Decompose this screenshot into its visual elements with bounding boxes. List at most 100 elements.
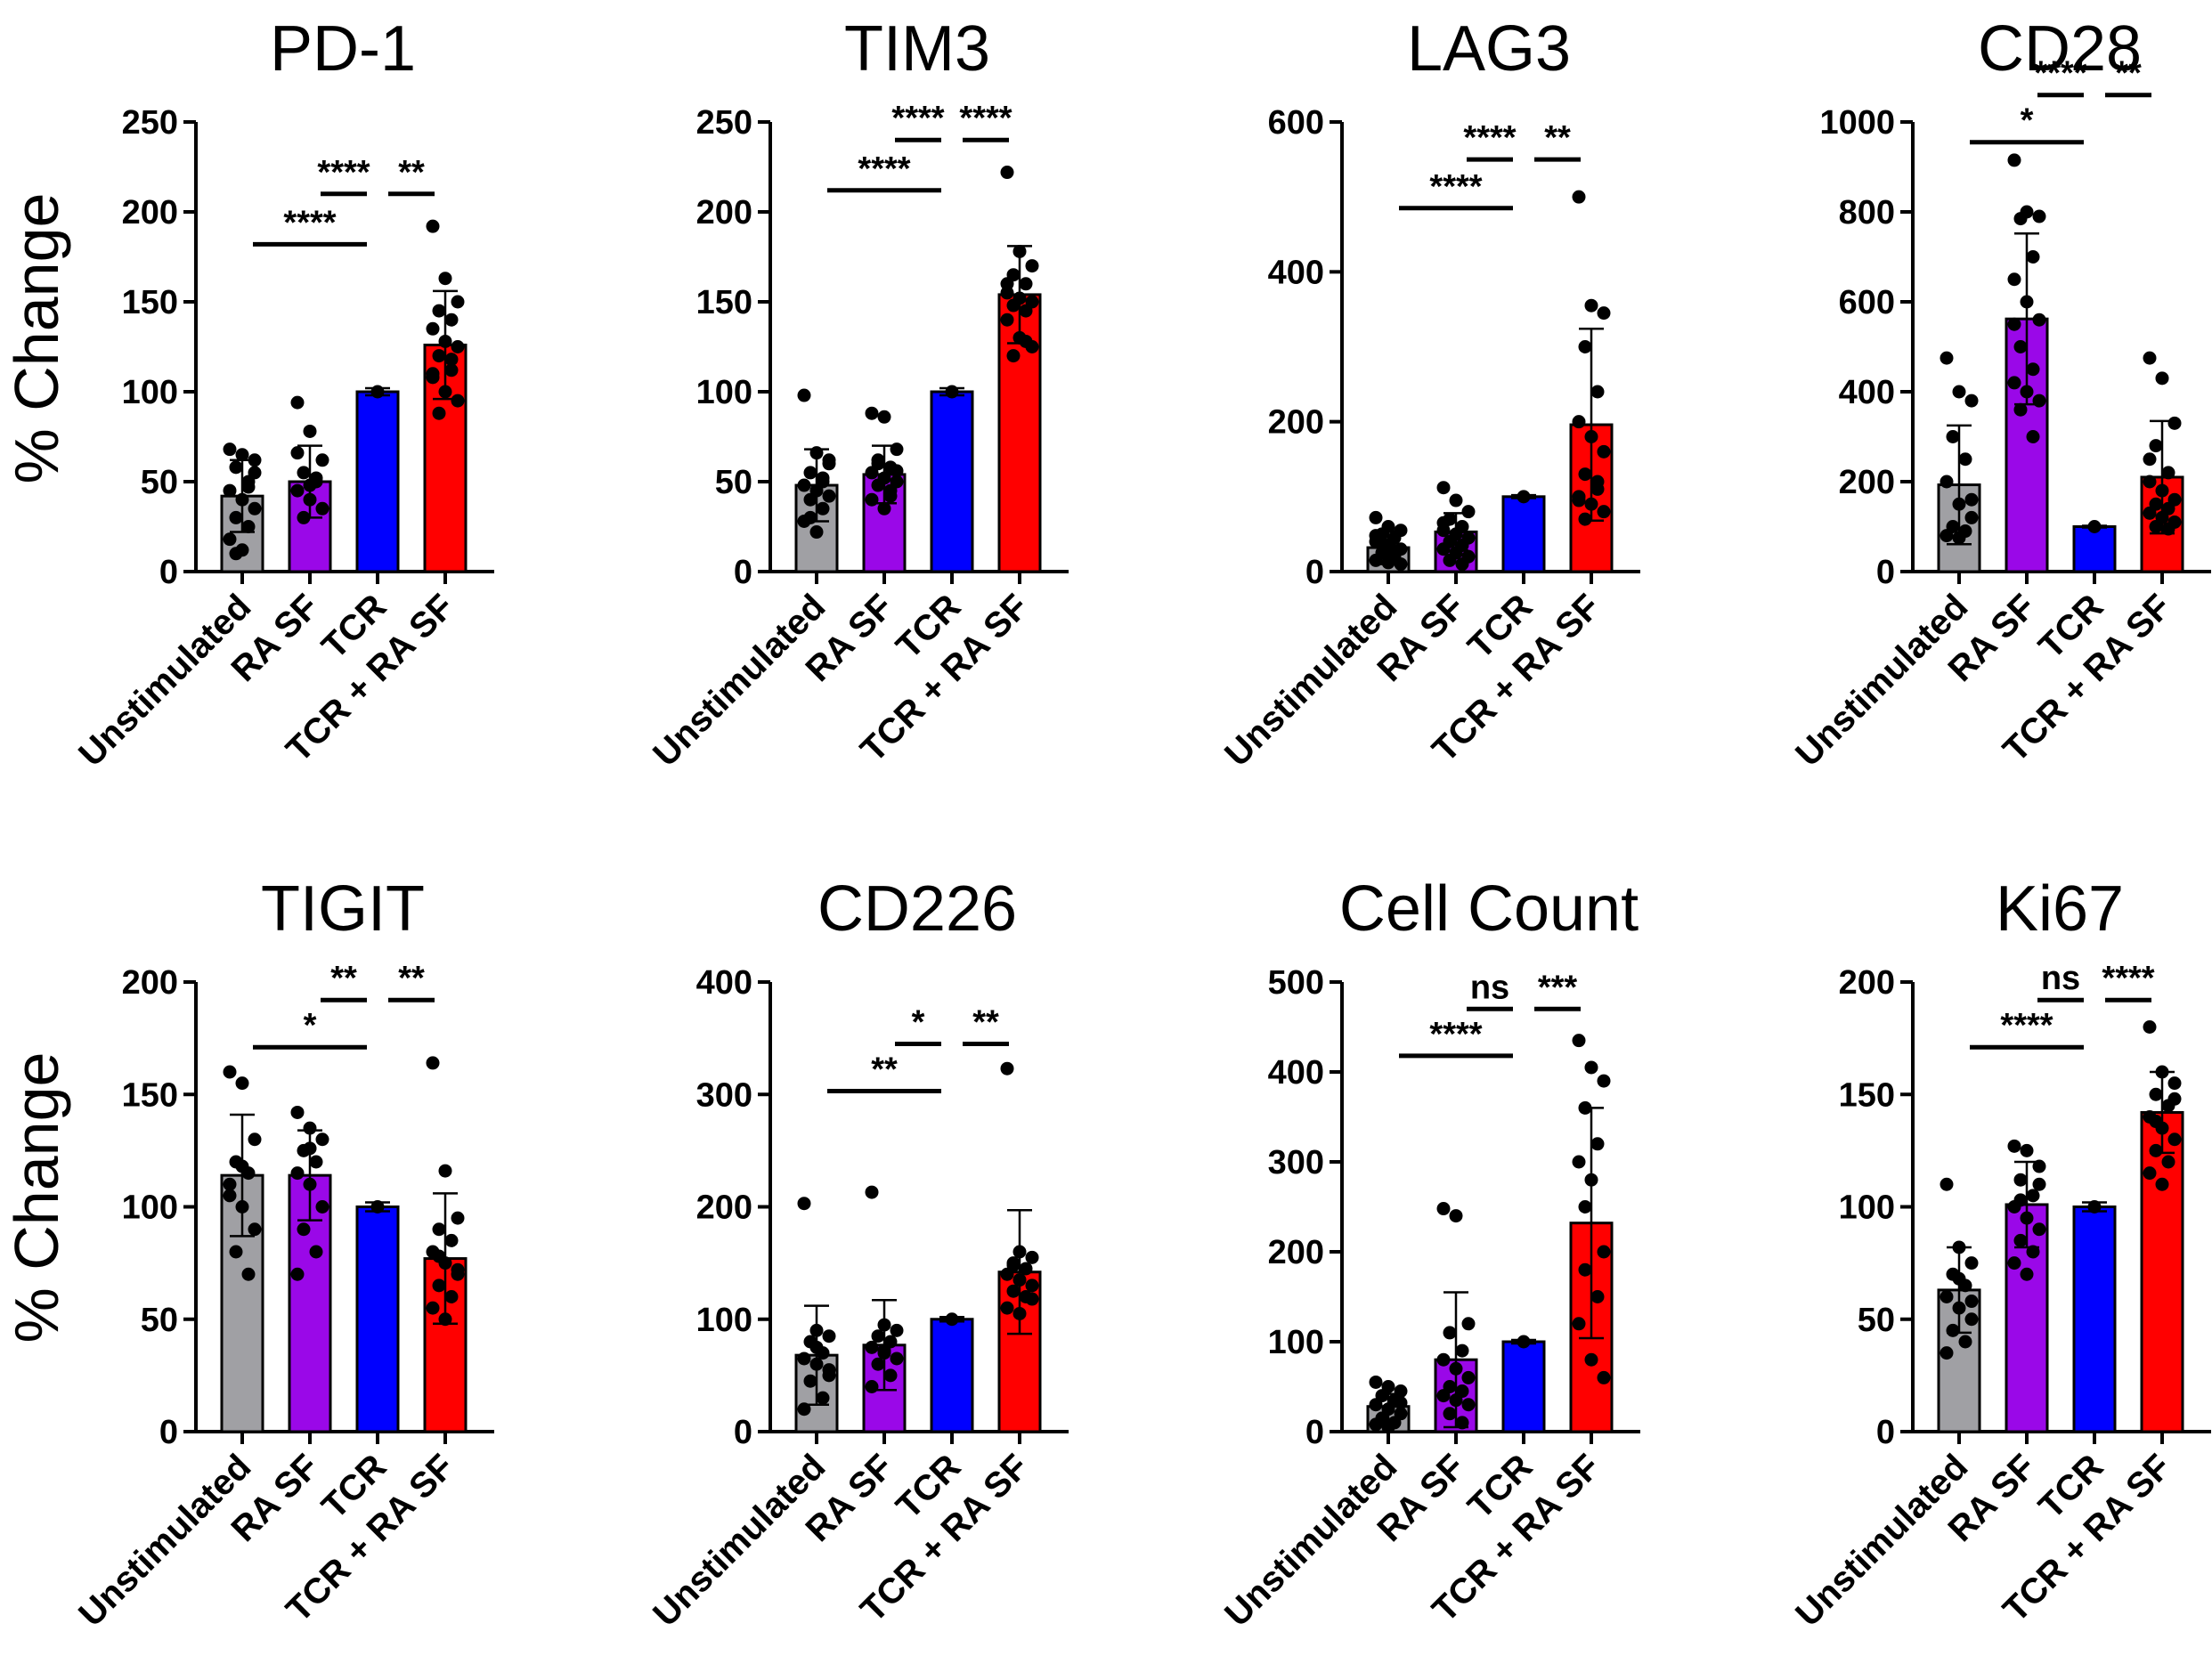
data-point: [1369, 1398, 1383, 1412]
significance-label: ****: [858, 150, 910, 188]
data-point: [451, 295, 465, 309]
category-label: Unstimulated: [646, 1447, 833, 1634]
significance-label: **: [398, 154, 425, 191]
data-point: [1952, 385, 1966, 399]
data-point: [1461, 1370, 1476, 1384]
data-point: [2149, 1115, 2163, 1129]
data-point: [426, 321, 440, 336]
significance-label: **: [330, 960, 357, 997]
data-point: [1964, 492, 1979, 507]
data-point: [2013, 1173, 2028, 1187]
data-point: [432, 1222, 446, 1237]
data-point: [871, 1357, 885, 1371]
data-point: [1597, 1074, 1611, 1088]
significance-label: **: [398, 960, 425, 997]
data-point: [797, 1402, 811, 1417]
data-point: [451, 394, 465, 408]
data-point: [444, 1290, 459, 1303]
y-tick-label: 100: [696, 374, 752, 411]
data-point: [426, 370, 440, 385]
data-point: [890, 1323, 904, 1337]
bar-tcr-ra-sf: [2140, 1110, 2184, 1433]
data-point: [1578, 1200, 1592, 1214]
data-point: [871, 457, 885, 471]
data-point: [883, 489, 898, 503]
data-point: [1572, 1317, 1586, 1331]
significance-label: **: [972, 1003, 999, 1041]
y-tick-label: 250: [696, 104, 752, 142]
data-point: [1940, 529, 1954, 543]
category-label: Unstimulated: [1217, 587, 1404, 774]
data-point: [1436, 481, 1451, 495]
data-point: [1940, 475, 1954, 489]
y-tick-label: 150: [1839, 1076, 1895, 1114]
data-point: [229, 547, 243, 561]
significance-label: **: [871, 1051, 898, 1088]
data-point: [290, 1105, 305, 1119]
data-point: [241, 480, 256, 494]
data-point: [1006, 298, 1021, 313]
category-label: Unstimulated: [71, 1447, 258, 1634]
data-point: [2155, 1177, 2169, 1191]
y-tick-label: 300: [1268, 1144, 1324, 1181]
significance-label: *: [2021, 102, 2034, 140]
data-point: [871, 478, 885, 492]
y-tick-label: 50: [715, 464, 752, 501]
significance-label: ****: [1463, 119, 1516, 157]
data-point: [444, 1233, 459, 1247]
category-label: Unstimulated: [1788, 587, 1975, 774]
panel-title: CD226: [817, 873, 1017, 945]
data-point: [444, 353, 459, 367]
data-point: [223, 1177, 237, 1191]
row2-y-axis-label: % Change: [2, 1052, 71, 1343]
bar-tcr: [1501, 495, 1546, 573]
data-point: [2026, 250, 2040, 264]
data-point: [883, 1368, 898, 1383]
y-tick-label: 600: [1268, 104, 1324, 142]
data-point: [865, 1340, 879, 1354]
y-tick-label: 0: [1876, 554, 1895, 591]
y-tick-label: 100: [1268, 1324, 1324, 1361]
y-tick-label: 200: [122, 964, 178, 1002]
y-tick-label: 0: [734, 1414, 752, 1451]
significance-label: ****: [2034, 55, 2086, 93]
panel-title: Ki67: [1996, 873, 2124, 945]
data-point: [816, 501, 830, 515]
data-point: [426, 1301, 440, 1315]
data-point: [1940, 1290, 1954, 1303]
significance-label: ****: [1429, 1016, 1482, 1053]
data-point: [1019, 334, 1033, 348]
data-point: [2013, 212, 2028, 226]
data-point: [797, 1352, 811, 1366]
data-point: [797, 388, 811, 402]
data-point: [1572, 190, 1586, 204]
data-point: [1436, 542, 1451, 556]
data-point: [1000, 277, 1014, 291]
data-point: [1394, 1396, 1408, 1410]
y-tick-label: 200: [1268, 1234, 1324, 1271]
data-point: [1006, 1284, 1021, 1298]
panel-title: LAG3: [1407, 13, 1571, 85]
data-point: [1590, 385, 1605, 399]
y-tick-label: 150: [696, 284, 752, 321]
y-tick-label: 200: [1268, 404, 1324, 442]
data-point: [309, 1245, 323, 1259]
data-point: [223, 1065, 237, 1079]
data-point: [2032, 1177, 2046, 1191]
data-point: [1578, 467, 1592, 482]
data-point: [2007, 317, 2021, 331]
data-point: [2007, 1256, 2021, 1270]
data-point: [2149, 1143, 2163, 1157]
data-point: [816, 471, 830, 485]
data-point: [1025, 1279, 1039, 1293]
data-point: [2149, 439, 2163, 453]
data-point: [1946, 430, 1960, 443]
data-point: [432, 1249, 446, 1263]
data-point: [1590, 1290, 1605, 1303]
bar-tcr: [1501, 1340, 1546, 1433]
panel-title: TIM3: [844, 13, 990, 85]
y-tick-label: 200: [1839, 464, 1895, 501]
data-point: [2007, 272, 2021, 287]
y-tick-label: 50: [141, 1302, 178, 1339]
data-point: [822, 489, 836, 503]
